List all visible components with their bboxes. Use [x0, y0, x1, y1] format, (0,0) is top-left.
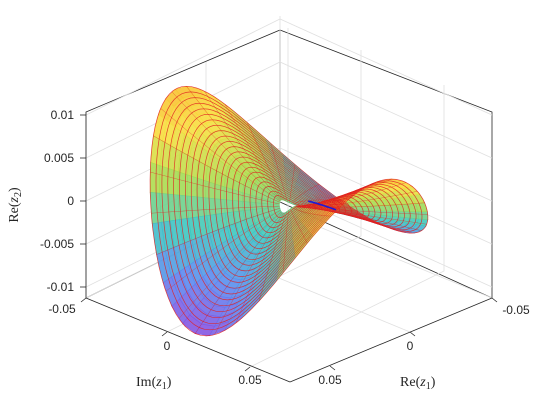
gridline — [249, 85, 445, 368]
contour-line — [186, 86, 283, 200]
contour-line — [165, 210, 281, 292]
contour-line — [194, 212, 283, 334]
contour-line — [270, 143, 288, 203]
surface-patch — [214, 198, 226, 215]
surface-patch — [214, 183, 225, 200]
contour-line — [289, 164, 296, 203]
contour-line — [160, 108, 281, 202]
contour-line — [224, 103, 285, 201]
contour-line — [258, 211, 288, 302]
contour-line — [290, 208, 308, 244]
contour-line — [294, 182, 374, 207]
y-tick — [80, 297, 87, 303]
contour-line — [204, 91, 284, 201]
contour-line — [292, 199, 343, 205]
contour-line — [246, 122, 287, 202]
back-right-panel — [279, 29, 493, 299]
contour-line — [297, 182, 407, 207]
z-tick-label: 0.01 — [51, 108, 75, 122]
y-tick-label: -0.05 — [48, 302, 76, 316]
x-tick-label: 0.05 — [318, 373, 342, 387]
y-tick-label: 0.05 — [238, 373, 262, 387]
gridline — [85, 61, 493, 159]
front-axes — [85, 112, 493, 383]
contour-line — [282, 210, 289, 273]
x-tick-label: -0.05 — [502, 303, 530, 317]
y-tick — [244, 366, 251, 372]
surface-patch — [149, 161, 161, 194]
contour-line — [150, 171, 280, 205]
z-tick-label: 0 — [67, 194, 74, 208]
z-tick-label: -0.01 — [47, 280, 75, 294]
contour-line — [298, 202, 425, 208]
y-axis-label: Im(z1) — [136, 375, 172, 392]
surface-patch — [186, 174, 197, 198]
z-tick-label: 0.005 — [44, 151, 74, 165]
contour-line — [291, 207, 331, 217]
contour-line — [214, 212, 285, 335]
contour-line — [298, 206, 428, 215]
contour-line — [235, 212, 286, 324]
x-tick — [329, 365, 336, 371]
z-axis-label: Re(z2) — [7, 187, 24, 223]
x-tick — [409, 331, 416, 337]
x-tick-label: 0 — [407, 339, 414, 353]
highlight-curve — [308, 200, 337, 211]
x-axis-line — [289, 297, 493, 383]
surface-patch — [381, 210, 392, 217]
contour-line — [151, 205, 280, 214]
surface-patch — [417, 211, 429, 221]
surface-patch — [362, 209, 373, 215]
contour-line — [297, 191, 418, 207]
contour-line — [156, 208, 280, 255]
z-tick-label: -0.005 — [40, 237, 74, 251]
x-axis-label: Re(z1) — [400, 375, 436, 392]
contour-line — [290, 184, 320, 204]
x-tick — [491, 297, 498, 303]
contour-line — [178, 211, 282, 319]
ticks — [80, 114, 498, 372]
surface-patch — [371, 210, 382, 216]
contour-line — [171, 91, 282, 201]
y-axis-line — [85, 297, 291, 383]
y-tick-label: 0 — [164, 339, 171, 353]
surface-patch — [205, 197, 217, 216]
surface-patch — [196, 177, 207, 199]
contour-line — [153, 135, 280, 203]
contour-line — [298, 206, 427, 225]
surface-patch — [205, 180, 216, 200]
y-tick — [161, 331, 168, 337]
